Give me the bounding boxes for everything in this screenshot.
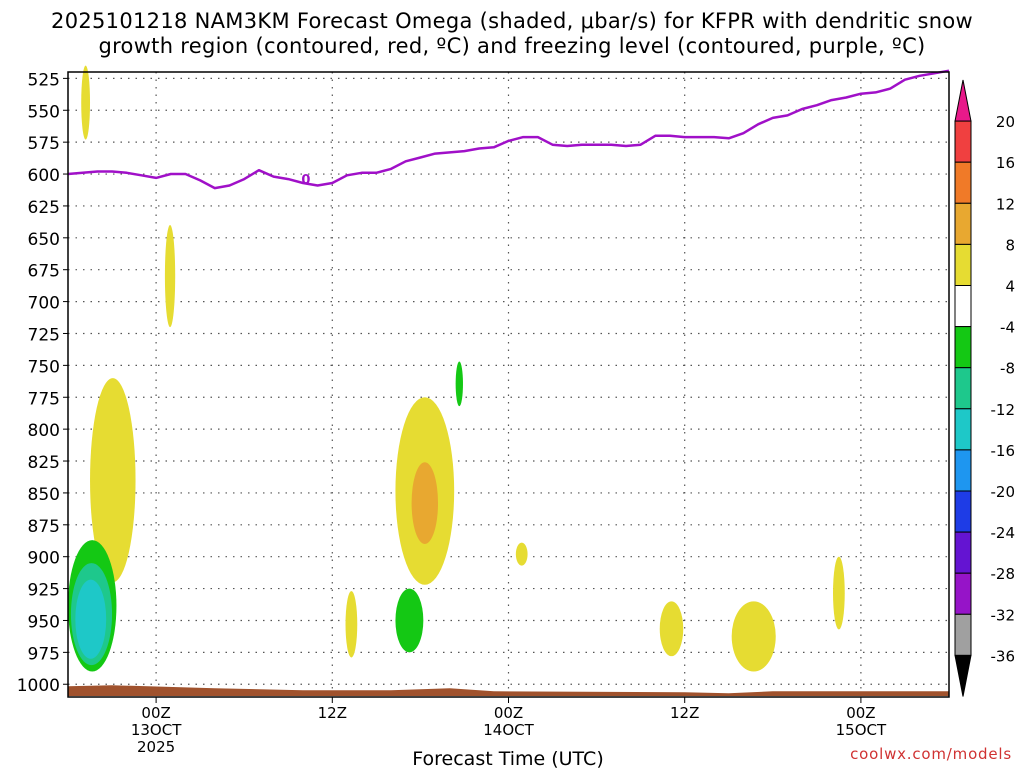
x-tick-label: 00Z [141,704,170,722]
omega-region [90,378,136,583]
y-tick-label: 725 [28,325,60,345]
y-tick-label: 525 [28,70,60,90]
y-tick-label: 850 [28,485,60,505]
y-tick-label: 775 [28,389,60,409]
y-axis: 525 550 575 600 625 650 675 700 725 750 775 800 825 8… [17,70,68,696]
colorbar-label: 4 [1005,278,1015,296]
colorbar-label: 12 [996,195,1015,213]
colorbar-bin [954,326,972,369]
x-tick-label: 2025 [137,738,175,756]
terrain [68,685,949,696]
colorbar-bin [954,120,972,163]
y-tick-label: 800 [28,421,60,441]
freezing-level-contour: 0 [67,69,950,190]
colorbar-label: -24 [991,524,1016,542]
y-tick-label: 825 [28,453,60,473]
colorbar-bin [954,613,972,656]
y-tick-label: 575 [28,134,60,154]
colorbar-label: -16 [991,442,1016,460]
y-tick-label: 650 [28,230,60,250]
y-tick-label: 875 [28,517,60,537]
omega-region [75,579,107,659]
colorbar-bin [954,202,972,245]
omega-region [455,361,463,407]
colorbar-label: -20 [991,483,1016,501]
x-tick-label: 15OCT [836,721,887,739]
omega-region [731,601,776,672]
omega-region [515,542,528,566]
y-tick-label: 700 [28,294,60,314]
colorbar-bin [954,531,972,574]
freezing-level-line [67,69,950,190]
colorbar-bin [954,408,972,451]
terrain-fill [68,685,949,696]
colorbar-bin [954,79,972,122]
plot-frame [67,71,950,698]
x-tick-label: 12Z [670,704,699,722]
colorbar-bin [954,367,972,410]
chart-title-line1: 2025101218 NAM3KM Forecast Omega (shaded… [51,9,973,33]
x-tick-label: 12Z [318,704,347,722]
colorbar-label: -32 [991,606,1016,624]
colorbar-bin [954,449,972,492]
omega-region [81,65,91,140]
x-tick-label: 14OCT [483,721,534,739]
omega-region [411,462,439,544]
x-tick-label: 00Z [846,704,875,722]
colorbar-bin [954,654,972,697]
omega-region [659,601,684,657]
colorbar-label: -12 [991,401,1016,419]
y-tick-label: 600 [28,166,60,186]
y-tick-label: 750 [28,357,60,377]
colorbar-label: 16 [996,154,1015,172]
credit-text: coolwx.com/models [850,745,1012,763]
chart-title-line2: growth region (contoured, red, ºC) and f… [98,34,926,58]
y-tick-label: 925 [28,581,60,601]
colorbar-label: 20 [996,113,1015,131]
colorbar-bin [954,285,972,328]
y-tick-label: 950 [28,612,60,632]
y-tick-label: 550 [28,102,60,122]
colorbar-bin [954,572,972,615]
colorbar-label: -28 [991,565,1016,583]
omega-region [345,591,358,658]
omega-region [395,588,424,653]
x-tick-label: 13OCT [131,721,182,739]
omega-shading [68,65,845,672]
y-tick-label: 900 [28,549,60,569]
colorbar-label: -4 [1000,319,1015,337]
x-tick-label: 00Z [494,704,523,722]
colorbar-bin [954,161,972,204]
colorbar-bin [954,243,972,286]
y-tick-label: 675 [28,262,60,282]
omega-region [164,225,176,328]
colorbar-bin [954,490,972,533]
colorbar-label: -8 [1000,360,1015,378]
colorbar-label: -36 [991,647,1016,665]
colorbar-label: 8 [1005,236,1015,254]
y-tick-label: 625 [28,198,60,218]
y-tick-label: 1000 [17,676,60,696]
colorbar: 20 16 12 8 4 -4 -8 -12 -16 -20 -24 -28 -32 -36 [954,79,1016,697]
freezing-level-label: 0 [301,173,310,188]
grid [68,72,949,697]
y-tick-label: 975 [28,644,60,664]
x-axis-title: Forecast Time (UTC) [412,748,603,768]
omega-region [833,556,845,630]
